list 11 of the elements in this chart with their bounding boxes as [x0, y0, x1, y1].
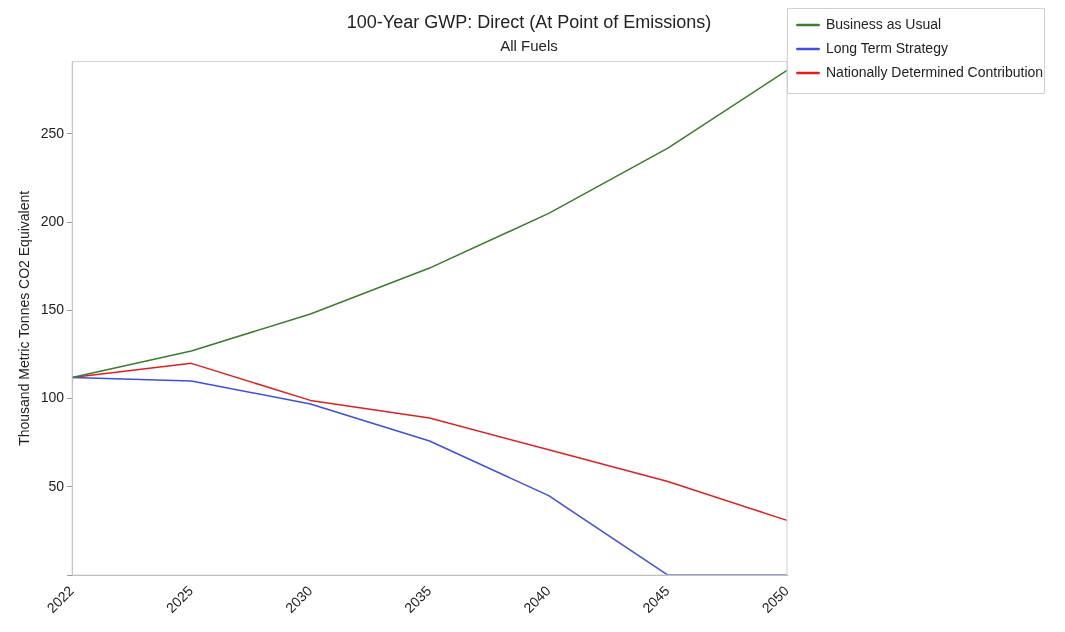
y-tick-label: 150: [40, 301, 65, 318]
y-tick-label: 250: [40, 124, 65, 141]
y-axis-title: Thousand Metric Tonnes CO2 Equivalent: [16, 190, 33, 446]
chart-title: 100-Year GWP: Direct (At Point of Emissions): [346, 11, 712, 32]
legend-label: Nationally Determined Contribution: [826, 63, 1044, 80]
chart-subtitle: All Fuels: [500, 36, 558, 54]
legend-label: Business as Usual: [826, 15, 942, 32]
legend-label: Long Term Strategy: [826, 39, 948, 56]
y-tick-label: 200: [40, 213, 65, 230]
y-tick-label: 50: [48, 477, 65, 494]
y-tick-label: 100: [40, 389, 65, 406]
